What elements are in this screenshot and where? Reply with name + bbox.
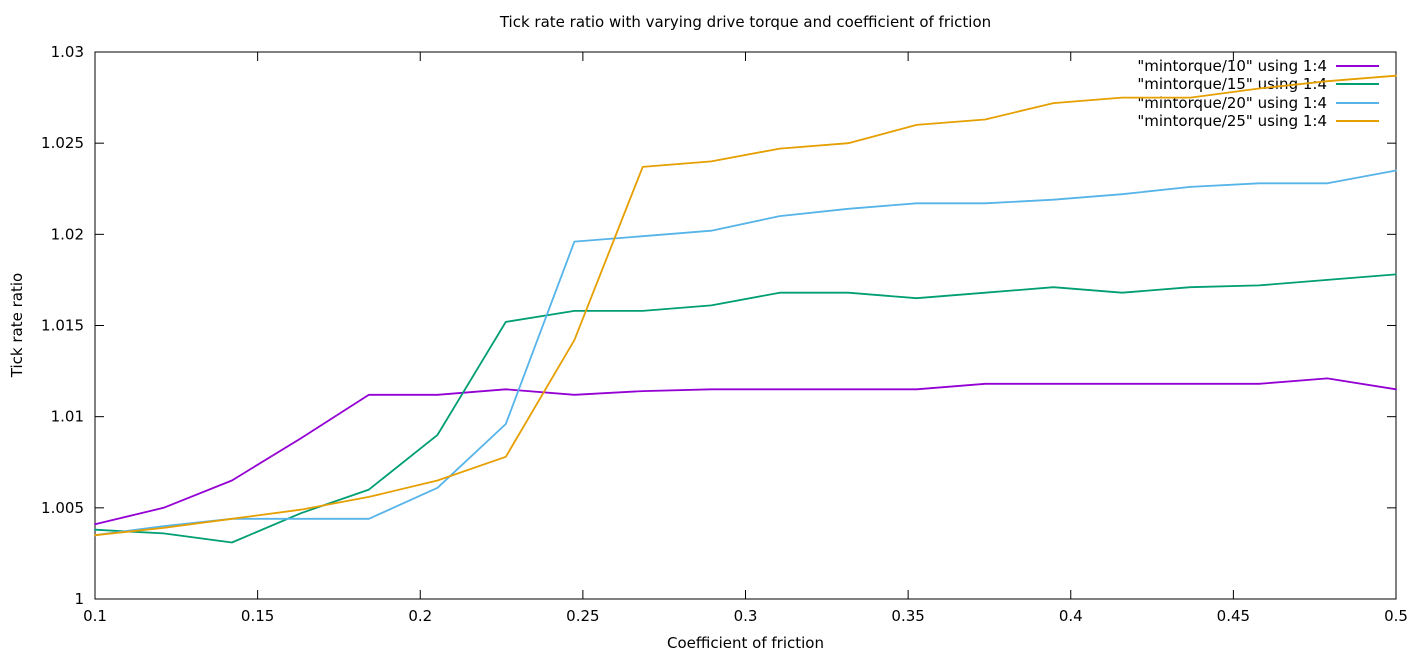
legend-label: "mintorque/15" using 1:4 (1137, 75, 1327, 94)
y-tick-label: 1.01 (51, 408, 84, 426)
legend-line-sample (1336, 83, 1379, 86)
y-tick-label: 1.025 (41, 134, 84, 152)
x-tick-label: 0.15 (241, 607, 274, 625)
series-line-4 (94, 74, 1397, 537)
y-tick-label: 1.015 (41, 317, 84, 335)
series-line-1 (94, 377, 1397, 526)
legend-line-sample (1336, 101, 1379, 104)
x-tick-label: 0.25 (566, 607, 599, 625)
x-tick-label: 0.2 (408, 607, 432, 625)
x-tick-label: 0.4 (1059, 607, 1083, 625)
x-tick-label: 0.35 (891, 607, 924, 625)
y-tick-label: 1.02 (51, 225, 84, 243)
x-tick-label: 0.45 (1217, 607, 1250, 625)
chart-title: Tick rate ratio with varying drive torqu… (499, 13, 992, 31)
series-line-3 (94, 169, 1397, 537)
x-tick-label: 0.1 (83, 607, 107, 625)
legend-line-sample (1336, 120, 1379, 123)
legend-label: "mintorque/25" using 1:4 (1137, 112, 1327, 131)
x-axis-label: Coefficient of friction (666, 634, 824, 652)
x-tick-label: 0.3 (734, 607, 758, 625)
legend-entry: "mintorque/10" using 1:4 (1137, 57, 1379, 75)
x-tick-label: 0.5 (1384, 607, 1408, 625)
legend-entry: "mintorque/15" using 1:4 (1137, 75, 1379, 93)
legend-entry: "mintorque/25" using 1:4 (1137, 112, 1379, 130)
y-axis-label: Tick rate ratio (8, 272, 26, 378)
y-tick-label: 1 (74, 590, 84, 608)
legend-label: "mintorque/10" using 1:4 (1137, 57, 1327, 76)
series-line-2 (94, 273, 1397, 544)
legend-line-sample (1336, 65, 1379, 68)
y-tick-label: 1.03 (51, 43, 84, 61)
y-tick-label: 1.005 (41, 499, 84, 517)
